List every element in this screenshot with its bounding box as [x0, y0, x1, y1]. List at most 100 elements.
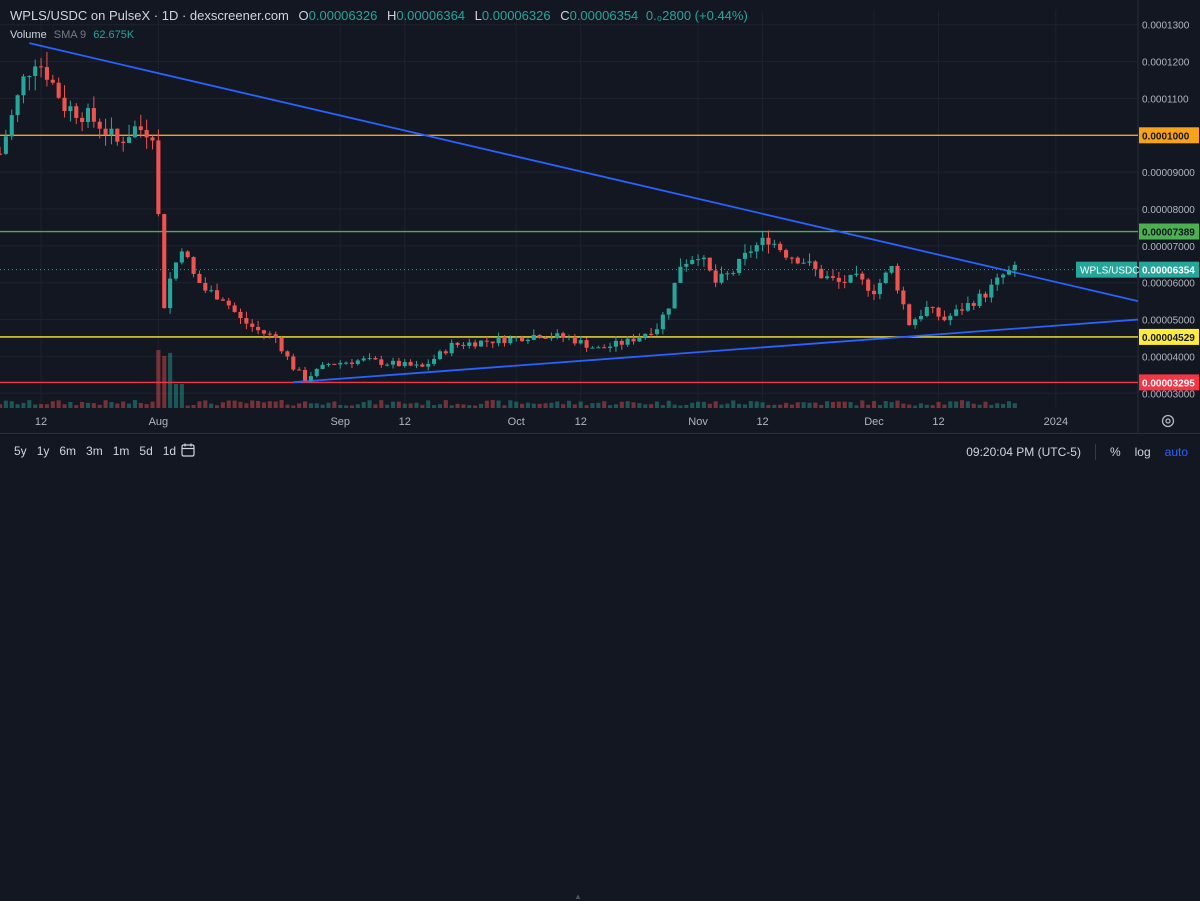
- range-1d-button[interactable]: 1d: [162, 444, 177, 458]
- candle-body: [549, 337, 554, 339]
- y-tick-label: 0.0001300: [1142, 21, 1190, 32]
- volume-bar: [930, 405, 935, 408]
- change-value: 0.₀2800 (+0.44%): [645, 8, 748, 23]
- volume-bar: [918, 403, 924, 408]
- candle-body: [68, 106, 73, 112]
- range-6m-button[interactable]: 6m: [59, 444, 77, 458]
- volume-bar: [907, 404, 912, 408]
- candle-body: [684, 263, 689, 267]
- volume-bar: [502, 405, 507, 408]
- volume-bar: [344, 405, 349, 408]
- candle-body: [432, 358, 437, 364]
- candle-body: [525, 339, 530, 342]
- range-5y-button[interactable]: 5y: [14, 444, 27, 458]
- gear-icon[interactable]: [1160, 413, 1176, 429]
- candle-body: [625, 338, 630, 345]
- volume-bar: [895, 400, 900, 408]
- candle-body: [848, 274, 853, 283]
- collapse-arrow-icon[interactable]: ▲: [574, 892, 582, 901]
- volume-bar: [426, 400, 431, 408]
- volume-bar: [156, 350, 161, 408]
- candle-body: [520, 337, 525, 342]
- candle-body: [420, 364, 425, 367]
- range-1y-button[interactable]: 1y: [36, 444, 50, 458]
- level-tag-label: 0.0001000: [1142, 131, 1190, 142]
- y-tick-label: 0.0001100: [1142, 94, 1189, 105]
- volume-bar: [179, 384, 184, 408]
- volume-bar: [778, 404, 783, 408]
- volume-bar: [126, 403, 132, 408]
- volume-bar: [742, 404, 748, 408]
- candle-body: [191, 257, 196, 274]
- volume-bar: [602, 401, 607, 408]
- volume-bar: [285, 404, 290, 408]
- volume-bar: [942, 404, 947, 408]
- volume-bar: [490, 400, 495, 408]
- volume-bar: [983, 401, 988, 408]
- candle-body: [332, 363, 337, 365]
- bottom-right-controls: 09:20:04 PM (UTC-5) % log auto: [966, 444, 1188, 460]
- level-price-tags: 0.0001000 0.00007389 0.00004529 0.00003295: [1139, 127, 1199, 391]
- candle-body: [801, 262, 806, 264]
- volume-bar: [144, 404, 149, 408]
- x-tick-label: 12: [35, 416, 47, 428]
- candle-body: [179, 251, 184, 263]
- range-5d-button[interactable]: 5d: [139, 444, 153, 458]
- candle-body: [672, 282, 677, 309]
- candle-body: [854, 273, 859, 275]
- candle-body: [302, 369, 308, 381]
- volume-bar: [121, 401, 126, 408]
- volume-bar: [866, 404, 871, 408]
- candle-body: [85, 108, 91, 123]
- volume-bar: [273, 401, 278, 408]
- range-3m-button[interactable]: 3m: [86, 444, 103, 458]
- x-tick-label: Dec: [864, 416, 884, 428]
- candle-body: [613, 340, 618, 347]
- candle-body: [965, 303, 970, 311]
- candle-body: [209, 290, 214, 292]
- log-toggle[interactable]: log: [1134, 445, 1151, 459]
- volume-bar: [238, 401, 243, 408]
- candle-body: [660, 314, 665, 330]
- candle-body: [15, 95, 20, 116]
- candle-body: [0, 153, 3, 155]
- auto-scale-toggle[interactable]: auto: [1164, 445, 1188, 459]
- volume-bar: [173, 384, 179, 408]
- candle-body: [437, 351, 443, 359]
- volume-bar: [267, 401, 272, 408]
- volume-bar: [297, 403, 302, 408]
- range-1m-button[interactable]: 1m: [112, 444, 130, 458]
- y-tick-label: 0.00005000: [1142, 316, 1195, 327]
- candle-body: [44, 67, 49, 80]
- volume-bar: [361, 402, 366, 408]
- candle-body: [654, 329, 660, 335]
- candle-body: [390, 360, 396, 365]
- percent-toggle[interactable]: %: [1109, 445, 1121, 459]
- volume-bar: [707, 403, 712, 408]
- volume-bar: [85, 402, 91, 408]
- candle-body: [836, 277, 841, 282]
- candle-body: [924, 306, 929, 317]
- level-tag-label: 0.00004529: [1142, 333, 1195, 344]
- volume-bar: [590, 403, 595, 408]
- candle-body: [789, 257, 794, 259]
- candle-body: [238, 311, 243, 319]
- price-axis: 0.0001300 0.0001200 0.0001100 0.0001000 0.00…: [1142, 21, 1195, 401]
- volume-bar: [68, 401, 73, 408]
- volume-bar: [261, 402, 267, 408]
- open-label: O: [298, 8, 309, 23]
- candle-body: [942, 316, 947, 321]
- volume-bar: [819, 404, 824, 408]
- volume-bar: [44, 404, 49, 408]
- volume-bar: [684, 404, 689, 408]
- symbol-tag: [1076, 261, 1137, 278]
- calendar-range-icon[interactable]: [180, 442, 196, 458]
- bottom-toolbar: 5y 1y 6m 3m 1m 5d 1d 09:20:04 PM (UTC-5)…: [0, 433, 1200, 901]
- candle-body: [185, 251, 190, 258]
- volume-bar: [637, 403, 642, 408]
- candle-body: [748, 251, 753, 253]
- volume-bar: [578, 401, 583, 408]
- volume-bar: [27, 400, 32, 408]
- volume-bar: [220, 402, 225, 408]
- price-chart[interactable]: 0.00013000.00012000.00011000.00010000.00…: [0, 0, 1200, 433]
